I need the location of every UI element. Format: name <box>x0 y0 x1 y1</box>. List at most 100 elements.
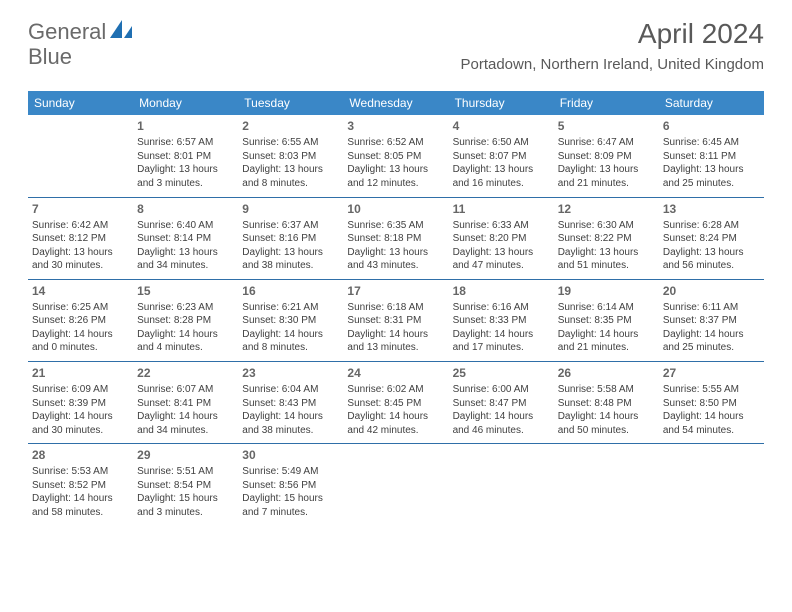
sunrise-text: Sunrise: 6:33 AM <box>453 219 550 233</box>
sunrise-text: Sunrise: 6:45 AM <box>663 136 760 150</box>
sunrise-text: Sunrise: 6:28 AM <box>663 219 760 233</box>
calendar-cell: 18Sunrise: 6:16 AMSunset: 8:33 PMDayligh… <box>449 279 554 361</box>
sunset-text: Sunset: 8:35 PM <box>558 314 655 328</box>
sunset-text: Sunset: 8:31 PM <box>347 314 444 328</box>
daylight-text: Daylight: 13 hours <box>137 163 234 177</box>
daylight-text: Daylight: 14 hours <box>347 410 444 424</box>
daylight-text: and 38 minutes. <box>242 259 339 273</box>
daylight-text: Daylight: 14 hours <box>137 328 234 342</box>
daylight-text: Daylight: 13 hours <box>242 163 339 177</box>
header: General April 2024 Portadown, Northern I… <box>0 0 792 81</box>
daylight-text: and 46 minutes. <box>453 424 550 438</box>
daylight-text: and 30 minutes. <box>32 259 129 273</box>
sunrise-text: Sunrise: 6:42 AM <box>32 219 129 233</box>
daylight-text: Daylight: 13 hours <box>137 246 234 260</box>
daylight-text: and 3 minutes. <box>137 506 234 520</box>
daylight-text: Daylight: 13 hours <box>242 246 339 260</box>
brand-text-1: General <box>28 19 106 45</box>
calendar-cell: 25Sunrise: 6:00 AMSunset: 8:47 PMDayligh… <box>449 361 554 443</box>
sunset-text: Sunset: 8:09 PM <box>558 150 655 164</box>
sunrise-text: Sunrise: 6:25 AM <box>32 301 129 315</box>
sunrise-text: Sunrise: 6:04 AM <box>242 383 339 397</box>
calendar-cell: 2 Sunrise: 6:55 AMSunset: 8:03 PMDaylight… <box>238 115 343 197</box>
day-number: 15 <box>137 283 234 299</box>
daylight-text: Daylight: 13 hours <box>663 246 760 260</box>
calendar-cell: 9Sunrise: 6:37 AMSunset: 8:16 PMDaylight… <box>238 197 343 279</box>
sunrise-text: Sunrise: 6:30 AM <box>558 219 655 233</box>
calendar-cell: 1Sunrise: 6:57 AMSunset: 8:01 PMDaylight… <box>133 115 238 197</box>
dayhead: Tuesday <box>238 91 343 115</box>
sunset-text: Sunset: 8:50 PM <box>663 397 760 411</box>
day-number: 6 <box>663 118 760 134</box>
sunset-text: Sunset: 8:24 PM <box>663 232 760 246</box>
sunrise-text: Sunrise: 6:11 AM <box>663 301 760 315</box>
daylight-text: and 38 minutes. <box>242 424 339 438</box>
calendar-week-row: 21Sunrise: 6:09 AMSunset: 8:39 PMDayligh… <box>28 361 764 443</box>
sunset-text: Sunset: 8:12 PM <box>32 232 129 246</box>
sunset-text: Sunset: 8:26 PM <box>32 314 129 328</box>
sunrise-text: Sunrise: 6:14 AM <box>558 301 655 315</box>
calendar-cell <box>659 444 764 526</box>
daylight-text: Daylight: 14 hours <box>453 328 550 342</box>
sunrise-text: Sunrise: 5:58 AM <box>558 383 655 397</box>
dayhead: Saturday <box>659 91 764 115</box>
day-number: 1 <box>137 118 234 134</box>
daylight-text: and 13 minutes. <box>347 341 444 355</box>
calendar-table: Sunday Monday Tuesday Wednesday Thursday… <box>28 91 764 526</box>
calendar-cell: 15Sunrise: 6:23 AMSunset: 8:28 PMDayligh… <box>133 279 238 361</box>
daylight-text: and 8 minutes. <box>242 341 339 355</box>
daylight-text: Daylight: 13 hours <box>453 246 550 260</box>
sunset-text: Sunset: 8:16 PM <box>242 232 339 246</box>
sunrise-text: Sunrise: 6:52 AM <box>347 136 444 150</box>
day-number: 16 <box>242 283 339 299</box>
sunset-text: Sunset: 8:03 PM <box>242 150 339 164</box>
sunrise-text: Sunrise: 5:51 AM <box>137 465 234 479</box>
sunrise-text: Sunrise: 6:23 AM <box>137 301 234 315</box>
sunrise-text: Sunrise: 5:49 AM <box>242 465 339 479</box>
calendar-cell <box>554 444 659 526</box>
day-number: 9 <box>242 201 339 217</box>
daylight-text: and 8 minutes. <box>242 177 339 191</box>
daylight-text: Daylight: 14 hours <box>32 410 129 424</box>
day-number: 4 <box>453 118 550 134</box>
day-number: 20 <box>663 283 760 299</box>
daylight-text: Daylight: 14 hours <box>347 328 444 342</box>
sunset-text: Sunset: 8:56 PM <box>242 479 339 493</box>
day-number: 3 <box>347 118 444 134</box>
calendar-week-row: 28Sunrise: 5:53 AMSunset: 8:52 PMDayligh… <box>28 444 764 526</box>
sunrise-text: Sunrise: 6:35 AM <box>347 219 444 233</box>
sunrise-text: Sunrise: 6:00 AM <box>453 383 550 397</box>
sunrise-text: Sunrise: 6:02 AM <box>347 383 444 397</box>
dayhead: Monday <box>133 91 238 115</box>
dayhead: Wednesday <box>343 91 448 115</box>
daylight-text: Daylight: 14 hours <box>137 410 234 424</box>
daylight-text: and 25 minutes. <box>663 177 760 191</box>
calendar-cell: 29Sunrise: 5:51 AMSunset: 8:54 PMDayligh… <box>133 444 238 526</box>
day-number: 25 <box>453 365 550 381</box>
day-number: 23 <box>242 365 339 381</box>
calendar-cell: 3Sunrise: 6:52 AMSunset: 8:05 PMDaylight… <box>343 115 448 197</box>
day-number: 10 <box>347 201 444 217</box>
sunset-text: Sunset: 8:52 PM <box>32 479 129 493</box>
calendar-cell: 13Sunrise: 6:28 AMSunset: 8:24 PMDayligh… <box>659 197 764 279</box>
daylight-text: Daylight: 15 hours <box>137 492 234 506</box>
sunset-text: Sunset: 8:54 PM <box>137 479 234 493</box>
day-number: 30 <box>242 447 339 463</box>
day-number: 2 <box>242 118 339 134</box>
day-number: 12 <box>558 201 655 217</box>
sunset-text: Sunset: 8:43 PM <box>242 397 339 411</box>
daylight-text: Daylight: 13 hours <box>32 246 129 260</box>
calendar-cell: 24Sunrise: 6:02 AMSunset: 8:45 PMDayligh… <box>343 361 448 443</box>
month-title: April 2024 <box>460 18 764 50</box>
calendar-cell: 14Sunrise: 6:25 AMSunset: 8:26 PMDayligh… <box>28 279 133 361</box>
sunrise-text: Sunrise: 6:55 AM <box>242 136 339 150</box>
daylight-text: and 50 minutes. <box>558 424 655 438</box>
daylight-text: and 12 minutes. <box>347 177 444 191</box>
calendar-cell: 12Sunrise: 6:30 AMSunset: 8:22 PMDayligh… <box>554 197 659 279</box>
day-number: 24 <box>347 365 444 381</box>
daylight-text: and 34 minutes. <box>137 259 234 273</box>
sunset-text: Sunset: 8:22 PM <box>558 232 655 246</box>
sunrise-text: Sunrise: 6:50 AM <box>453 136 550 150</box>
daylight-text: and 43 minutes. <box>347 259 444 273</box>
calendar-cell: 30Sunrise: 5:49 AMSunset: 8:56 PMDayligh… <box>238 444 343 526</box>
